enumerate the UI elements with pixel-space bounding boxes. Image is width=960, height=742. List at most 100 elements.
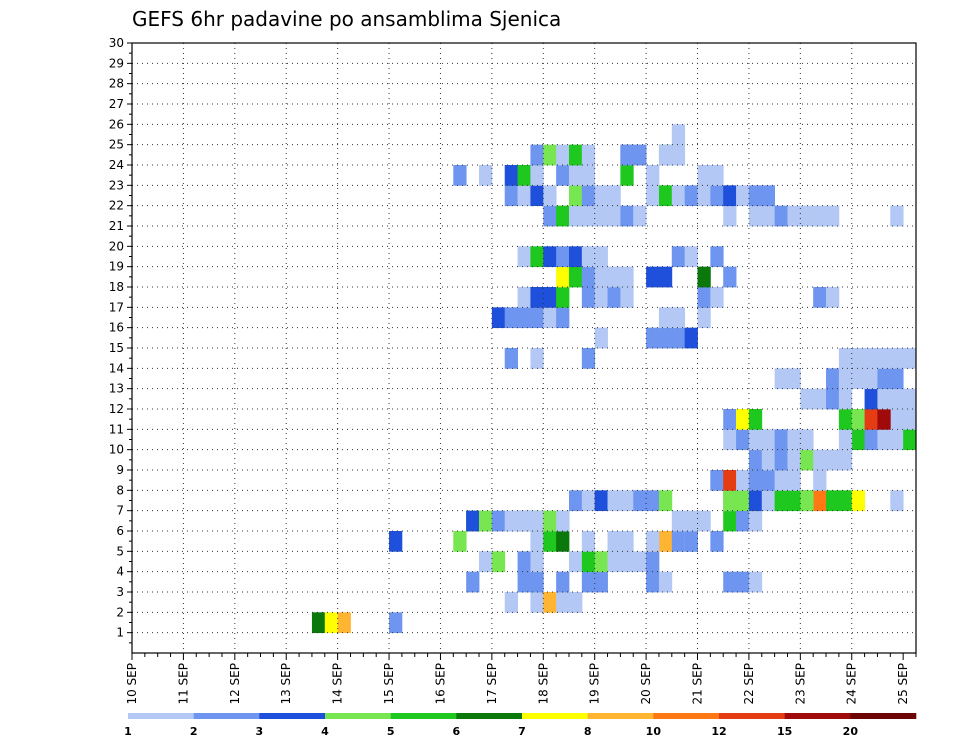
precip-cell: [594, 266, 608, 288]
precip-cell: [530, 287, 544, 308]
precip-cell: [736, 409, 750, 430]
precip-cell: [851, 368, 865, 390]
precip-cell: [877, 409, 891, 430]
precip-cell: [311, 612, 326, 634]
precip-cell: [530, 592, 544, 613]
chart-title: GEFS 6hr padavine po ansamblima Sjenica: [132, 7, 561, 31]
precip-cell: [748, 490, 763, 512]
x-tick-label: 20 SEP: [639, 663, 653, 705]
precip-cell: [723, 205, 737, 227]
precip-cell: [710, 287, 724, 308]
y-tick-label: 28: [109, 77, 124, 91]
precip-cell: [723, 490, 737, 512]
precip-cell: [530, 510, 544, 532]
precip-cell: [658, 531, 673, 552]
colorbar-swatch: [193, 713, 260, 719]
precip-cell: [581, 165, 596, 186]
precip-cell: [903, 429, 917, 451]
y-tick-label: 1: [116, 626, 124, 640]
precip-cell: [581, 531, 596, 552]
precip-cell: [543, 144, 557, 166]
precip-cell: [890, 409, 904, 430]
precip-cell: [723, 409, 737, 430]
precip-cell: [543, 510, 557, 532]
precip-cell: [710, 165, 724, 186]
precip-cell: [826, 388, 840, 410]
precip-cell: [723, 266, 737, 288]
precip-cell: [646, 531, 660, 552]
precip-cell: [517, 165, 531, 186]
precip-cell: [658, 571, 673, 593]
precip-cell: [787, 490, 801, 512]
precip-cell: [556, 307, 570, 329]
precip-cell: [581, 571, 596, 593]
colorbar-swatch: [850, 713, 917, 719]
precip-cell: [530, 531, 544, 552]
colorbar-label: 20: [843, 725, 859, 738]
precip-cell: [479, 165, 493, 186]
precip-cell: [877, 388, 891, 410]
colorbar-swatch: [390, 713, 457, 719]
precip-cell: [633, 490, 647, 512]
precip-cell: [787, 449, 801, 471]
precip-cell: [787, 368, 801, 390]
precip-cell: [813, 287, 827, 308]
x-tick-label: 16 SEP: [433, 663, 447, 705]
y-tick-label: 8: [116, 483, 124, 497]
precip-cell: [671, 124, 686, 146]
precip-cell: [620, 287, 634, 308]
x-axis: 10 SEP 11 SEP 12 SEP 13 SEP 14 SEP 15 SEP 16 S…: [125, 653, 917, 705]
precip-cell: [607, 551, 621, 573]
precip-cell: [530, 165, 544, 186]
precip-cell: [800, 490, 814, 512]
precip-cell: [671, 185, 686, 207]
precip-cell: [838, 348, 853, 369]
precip-cell: [684, 185, 698, 207]
y-tick-label: 11: [109, 422, 124, 436]
y-tick-label: 13: [109, 382, 124, 396]
precip-cell: [556, 571, 570, 593]
x-tick-label: 24 SEP: [845, 663, 859, 705]
precip-cell: [671, 510, 686, 532]
precip-cell: [479, 510, 493, 532]
precip-cell: [568, 592, 583, 613]
y-tick-label: 30: [109, 36, 124, 50]
precip-cell: [620, 490, 634, 512]
precip-cell: [620, 531, 634, 552]
precip-cell: [903, 348, 917, 369]
precip-cell: [530, 307, 544, 329]
precip-cell: [543, 307, 557, 329]
y-tick-label: 22: [109, 199, 124, 213]
precip-cell: [658, 144, 673, 166]
precip-cell: [620, 205, 634, 227]
precip-cell: [620, 144, 634, 166]
precip-cell: [581, 246, 596, 268]
precip-cell: [851, 429, 865, 451]
precip-cell: [594, 205, 608, 227]
precip-cell: [826, 490, 840, 512]
y-tick-label: 5: [116, 544, 124, 558]
precip-cell: [838, 429, 853, 451]
colorbar-swatch: [719, 713, 785, 719]
colorbar-swatch: [456, 713, 523, 719]
precip-cell: [581, 185, 596, 207]
colorbar-label: 3: [256, 725, 264, 738]
precip-cell: [530, 185, 544, 207]
precip-cell: [826, 205, 840, 227]
precip-cell: [723, 510, 737, 532]
precip-cell: [517, 287, 531, 308]
precip-cell: [646, 327, 660, 349]
precip-cell: [658, 307, 673, 329]
precip-cell: [556, 144, 570, 166]
precip-cell: [581, 348, 596, 369]
precip-cell: [607, 185, 621, 207]
y-tick-label: 3: [116, 585, 124, 599]
y-tick-label: 18: [109, 280, 124, 294]
precip-cell: [594, 551, 608, 573]
precip-cell: [543, 531, 557, 552]
colorbar-label: 10: [646, 725, 662, 738]
precip-cell: [748, 429, 763, 451]
precipitation-cells: [311, 124, 917, 634]
precip-cell: [864, 429, 878, 451]
precip-cell: [607, 490, 621, 512]
